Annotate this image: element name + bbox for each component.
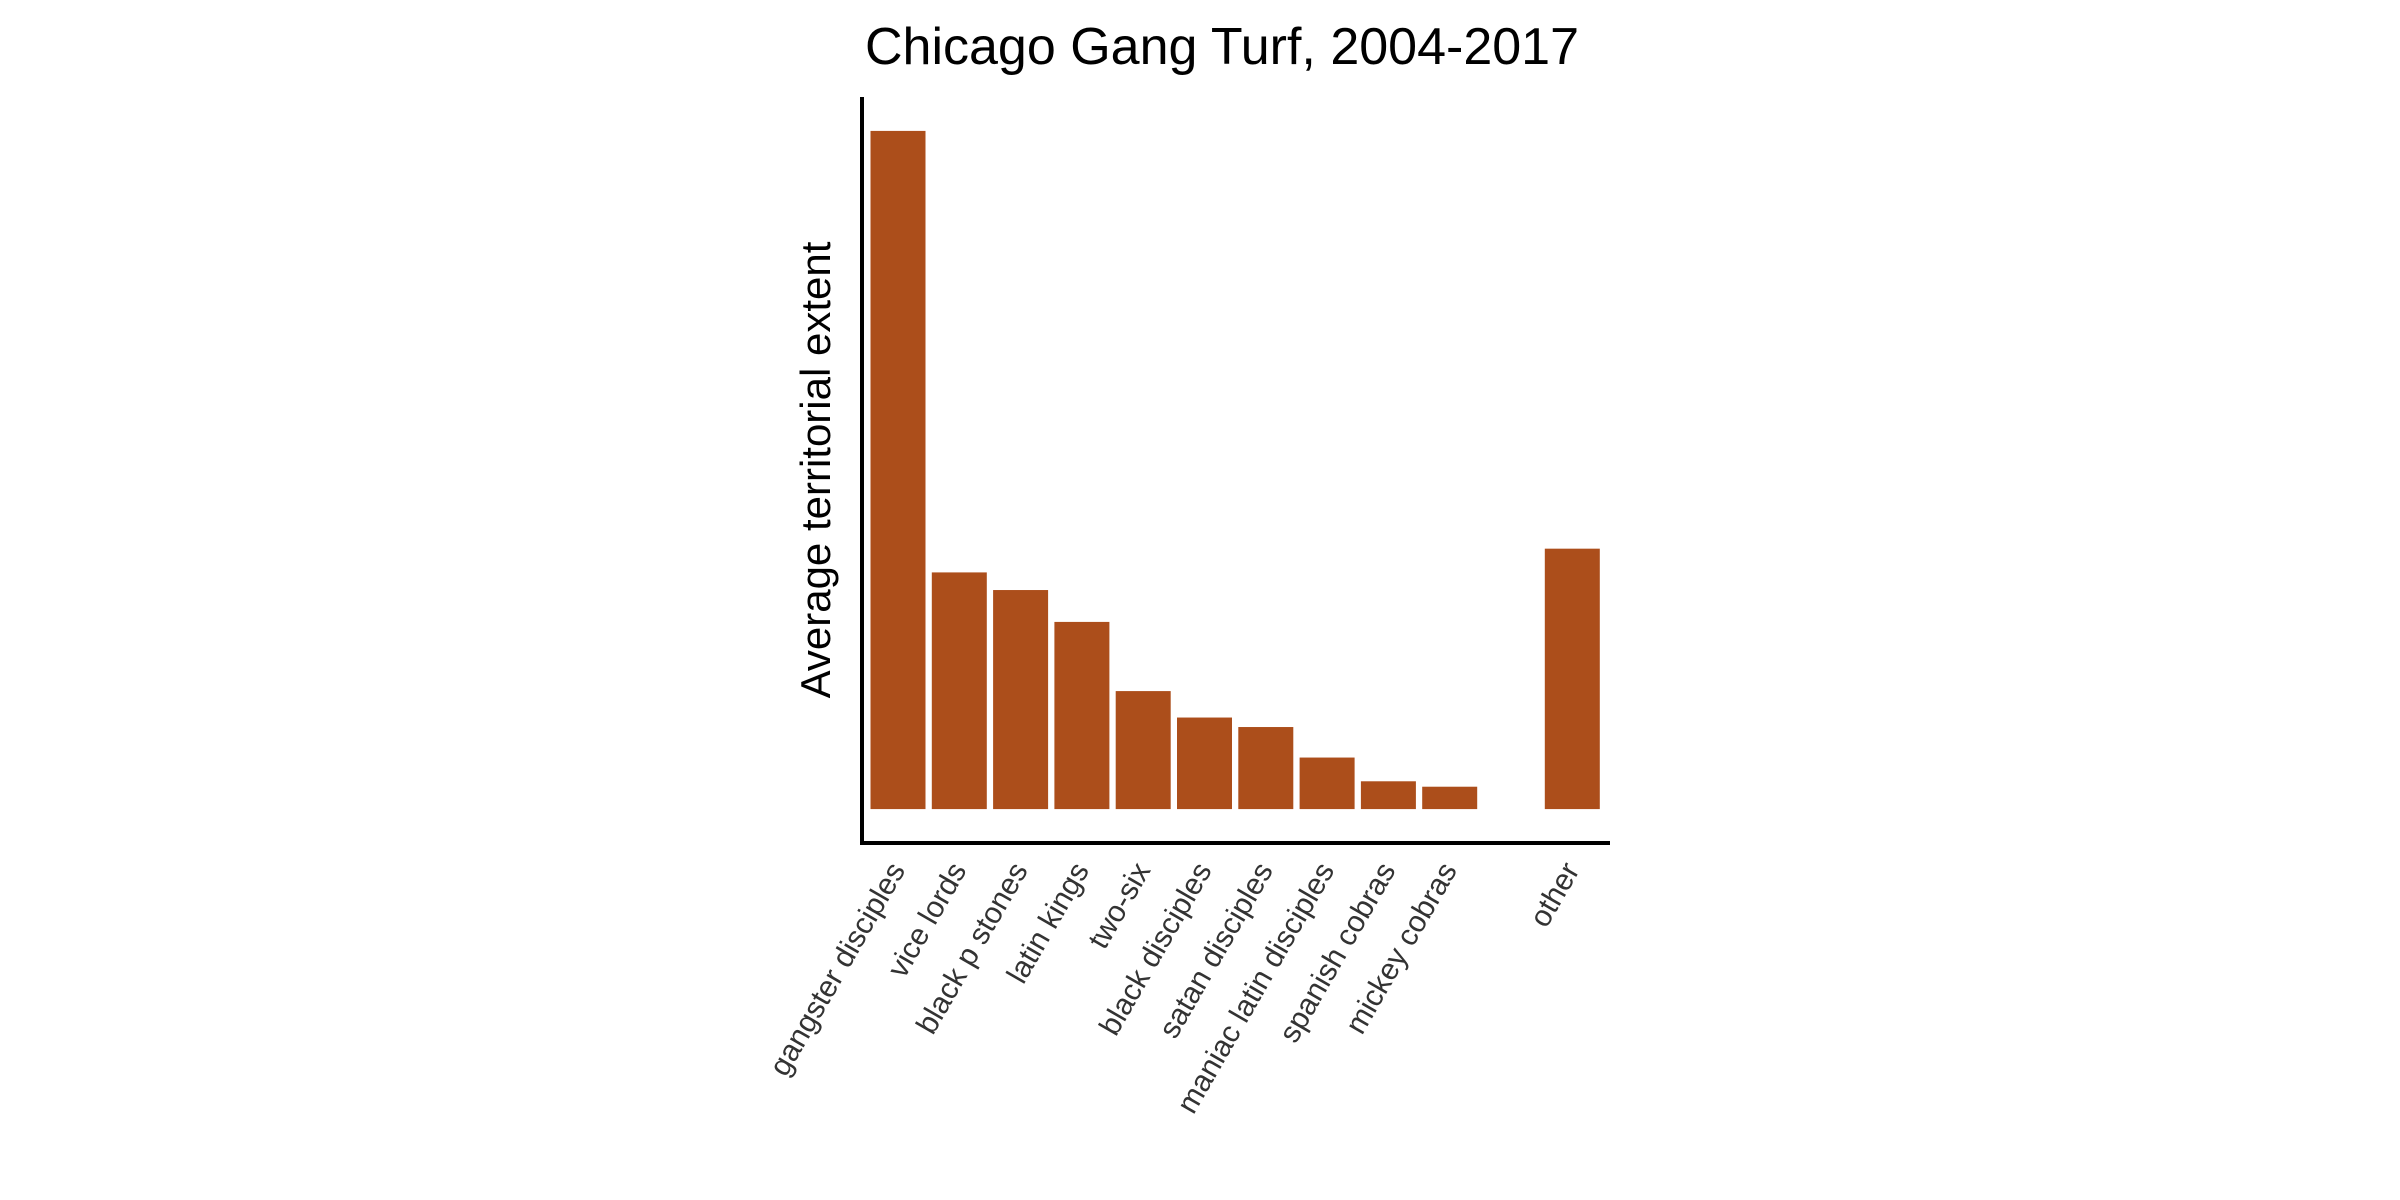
bar-mickey-cobras — [1422, 786, 1478, 810]
bar-two-six — [1115, 691, 1171, 810]
bar-other — [1544, 548, 1600, 810]
x-tick-label: other — [1524, 857, 1587, 933]
chart-title: Chicago Gang Turf, 2004-2017 — [865, 18, 1579, 76]
bar-black-disciples — [1177, 717, 1232, 810]
bar-satan-disciples — [1238, 727, 1294, 810]
y-axis-label: Average territorial extent — [792, 241, 839, 698]
bar-black-p-stones — [993, 590, 1049, 810]
bars — [870, 130, 1600, 810]
bar-latin-kings — [1054, 621, 1110, 810]
bar-maniac-latin-disciples — [1299, 757, 1355, 810]
bar-gangster-disciples — [870, 130, 926, 810]
bar-vice-lords — [931, 572, 987, 810]
bar-spanish-cobras — [1360, 781, 1416, 810]
